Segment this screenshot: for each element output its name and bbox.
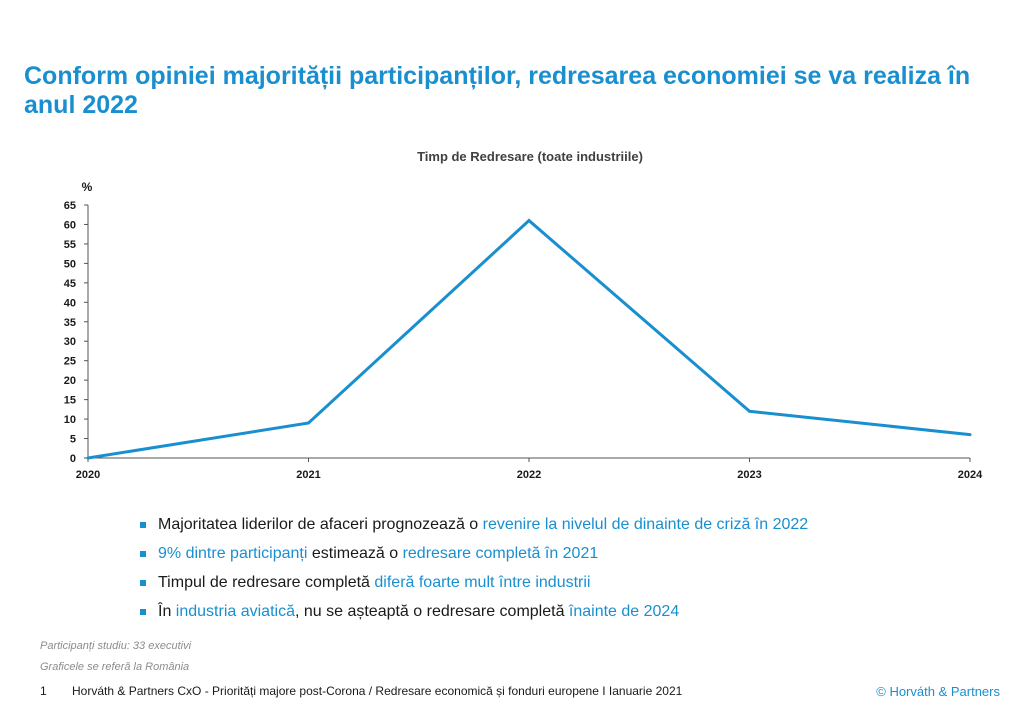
x-tick-label: 2024 [958,469,983,481]
y-tick-label: 65 [64,200,76,212]
note-scope: Graficele se referă la România [40,661,190,673]
bullet-highlight: revenire la nivelul de dinainte de criză… [482,515,809,533]
bullet-square-icon [140,579,146,586]
y-tick-label: 30 [64,336,76,348]
series [86,218,972,460]
bullet-highlight: diferă foarte mult între industrii [374,573,591,591]
bullet-item: Timpul de redresare completă diferă foar… [140,568,808,597]
y-tick-label: 50 [64,258,76,270]
data-point [86,456,90,460]
bullet-segment: estimează o [307,544,403,562]
bullet-square-icon [140,550,146,557]
y-tick-label: 5 [70,434,76,446]
y-axis-label: % [82,180,93,194]
x-axis: 2020 2021 2022 2023 2024 [76,457,983,481]
data-point [307,421,310,425]
x-tick-label: 2023 [737,469,761,481]
y-tick-label: 60 [64,219,76,231]
y-tick-label: 25 [64,356,76,368]
data-point [748,409,751,413]
slide-title: Conform opiniei majorității participanți… [24,62,971,119]
bullet-segment: , nu se așteaptă o redresare completă [294,602,569,620]
data-point [968,433,972,437]
bullet-highlight: 9% dintre participanți [158,544,308,562]
bullet-text: 9% dintre participanți estimează o redre… [158,542,598,566]
y-tick-label: 10 [64,414,76,426]
copyright: © Horváth & Partners [876,684,1000,699]
chart-title: Timp de Redresare (toate industriile) [417,149,643,164]
bullet-text: Timpul de redresare completă diferă foar… [158,571,590,595]
bullet-segment: Majoritatea liderilor de afaceri prognoz… [158,515,483,533]
series-line [87,218,971,460]
bullet-highlight: industria aviatică [175,602,295,620]
recovery-line-chart: % 0 5 10 15 20 25 30 35 40 45 50 55 60 65 2020 2021 2022… [64,180,983,481]
bullet-item: Majoritatea liderilor de afaceri prognoz… [140,510,808,539]
bullet-item: În industria aviatică, nu se așteaptă o … [140,597,808,626]
bullet-square-icon [140,521,146,528]
key-findings-list: Majoritatea liderilor de afaceri prognoz… [140,510,808,626]
bullet-item: 9% dintre participanți estimează o redre… [140,539,808,568]
data-point [527,219,531,223]
y-tick-label: 55 [64,239,76,251]
footer-text: Horváth & Partners CxO - Priorități majo… [72,684,683,698]
bullet-text: În industria aviatică, nu se așteaptă o … [158,600,679,624]
bullet-highlight: redresare completă în 2021 [402,544,599,562]
y-axis: % 0 5 10 15 20 25 30 35 40 45 50 55 60 65 [64,180,93,465]
y-tick-label: 20 [64,375,76,387]
y-tick-label: 45 [64,278,76,290]
bullet-text: Majoritatea liderilor de afaceri prognoz… [158,513,808,537]
x-tick-label: 2020 [76,469,100,481]
y-tick-label: 40 [64,297,76,309]
x-tick-label: 2022 [517,469,541,481]
bullet-highlight: înainte de 2024 [568,602,680,620]
y-tick-label: 15 [64,395,76,407]
bullet-segment: Timpul de redresare completă [158,573,375,591]
y-tick-label: 0 [70,453,76,465]
y-tick-label: 35 [64,317,76,329]
note-participants: Participanți studiu: 33 executivi [40,640,192,652]
page-number: 1 [40,684,47,698]
bullet-square-icon [140,608,146,615]
bullet-segment: În [158,602,176,620]
x-tick-label: 2021 [296,469,320,481]
